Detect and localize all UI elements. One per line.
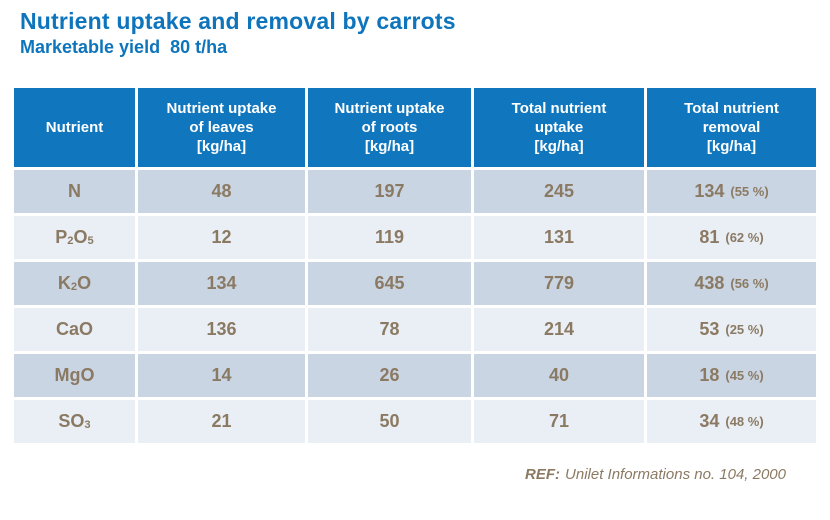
cell-MgO-total-uptake: 40 bbox=[474, 354, 644, 397]
ref-text: Unilet Informations no. 104, 2000 bbox=[565, 466, 786, 483]
column-header-total-uptake: Total nutrient uptake [kg/ha] bbox=[474, 88, 644, 167]
cell-K2O-total-removal: 438 (56 %) bbox=[647, 262, 816, 305]
cell-P2O5-uptake-roots: 119 bbox=[308, 216, 471, 259]
column-header-uptake-roots: Nutrient uptake of roots [kg/ha] bbox=[308, 88, 471, 167]
cell-CaO-uptake-roots: 78 bbox=[308, 308, 471, 351]
cell-N-uptake-roots: 197 bbox=[308, 170, 471, 213]
cell-CaO-total-removal: 53 (25 %) bbox=[647, 308, 816, 351]
cell-SO3-nutrient: SO 3 bbox=[14, 400, 135, 443]
nutrient-table: Nutrient Nutrient uptake of leaves [kg/ha] N… bbox=[14, 88, 816, 443]
column-header-total-removal: Total nutrient removal [kg/ha] bbox=[647, 88, 816, 167]
page-subtitle: Marketable yield 80 t/ha bbox=[20, 37, 228, 57]
cell-P2O5-total-removal: 81 (62 %) bbox=[647, 216, 816, 259]
cell-CaO-total-uptake: 214 bbox=[474, 308, 644, 351]
cell-SO3-total-removal: 34 (48 %) bbox=[647, 400, 816, 443]
cell-N-total-removal: 134 (55 %) bbox=[647, 170, 816, 213]
cell-K2O-uptake-roots: 645 bbox=[308, 262, 471, 305]
cell-K2O-uptake-leaves: 134 bbox=[138, 262, 305, 305]
cell-MgO-total-removal: 18 (45 %) bbox=[647, 354, 816, 397]
cell-SO3-uptake-roots: 50 bbox=[308, 400, 471, 443]
cell-N-uptake-leaves: 48 bbox=[138, 170, 305, 213]
cell-SO3-uptake-leaves: 21 bbox=[138, 400, 305, 443]
cell-CaO-uptake-leaves: 136 bbox=[138, 308, 305, 351]
cell-P2O5-total-uptake: 131 bbox=[474, 216, 644, 259]
cell-MgO-uptake-roots: 26 bbox=[308, 354, 471, 397]
column-header-nutrient: Nutrient bbox=[14, 88, 135, 167]
ref-label: REF: bbox=[525, 466, 561, 483]
cell-K2O-total-uptake: 779 bbox=[474, 262, 644, 305]
reference-note: REF: Unilet Informations no. 104, 2000 bbox=[525, 466, 786, 483]
cell-SO3-total-uptake: 71 bbox=[474, 400, 644, 443]
cell-P2O5-uptake-leaves: 12 bbox=[138, 216, 305, 259]
cell-N-total-uptake: 245 bbox=[474, 170, 644, 213]
cell-CaO-nutrient: CaO bbox=[14, 308, 135, 351]
column-header-uptake-leaves: Nutrient uptake of leaves [kg/ha] bbox=[138, 88, 305, 167]
cell-MgO-uptake-leaves: 14 bbox=[138, 354, 305, 397]
cell-N-nutrient: N bbox=[14, 170, 135, 213]
page-title: Nutrient uptake and removal by carrots bbox=[20, 8, 456, 34]
cell-MgO-nutrient: MgO bbox=[14, 354, 135, 397]
